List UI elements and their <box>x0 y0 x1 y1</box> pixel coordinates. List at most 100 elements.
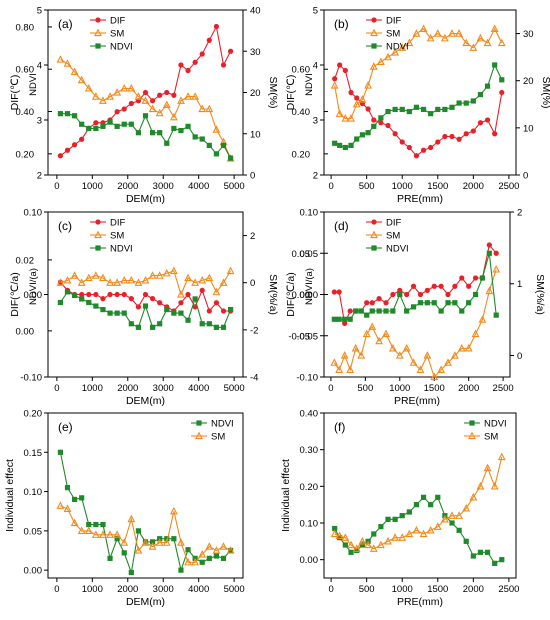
data-point-sm <box>485 286 494 295</box>
data-point-ndvi <box>185 547 191 553</box>
data-point-ndvi <box>371 123 377 129</box>
x-tick-label: 4000 <box>188 181 209 192</box>
data-point-dif <box>459 275 465 281</box>
data-point-sm <box>127 275 136 284</box>
inner-tick-label: 0.20 <box>16 149 35 160</box>
data-point-ndvi <box>378 524 384 530</box>
data-point-ndvi <box>342 542 348 548</box>
data-point-sm <box>455 511 464 519</box>
data-point-ndvi <box>463 100 469 106</box>
legend-label-sm: SM <box>386 231 400 242</box>
data-point-ndvi <box>348 549 354 555</box>
data-point-dif <box>220 308 227 314</box>
data-point-sm <box>212 546 221 554</box>
data-point-dif <box>178 300 184 306</box>
inner-axis-label: NDVI <box>28 73 39 96</box>
data-point-ndvi <box>413 104 420 110</box>
data-point-ndvi <box>100 306 106 313</box>
data-point-sm <box>177 290 185 298</box>
data-point-sm <box>155 108 164 117</box>
data-point-dif <box>390 291 396 298</box>
right-tick-label: 30 <box>250 47 261 58</box>
data-point-ndvi <box>492 62 498 68</box>
data-point-dif <box>428 144 434 151</box>
data-point-ndvi <box>397 291 403 298</box>
x-axis-label: PRE(mm) <box>394 395 440 407</box>
legend-label-ndvi: NDVI <box>110 42 133 53</box>
right-tick-label: 0 <box>523 171 528 182</box>
data-point-dif <box>399 139 405 145</box>
data-point-sm <box>395 351 404 359</box>
data-point-ndvi <box>121 550 127 556</box>
data-point-dif <box>378 120 384 126</box>
data-point-sm <box>212 287 221 296</box>
legend-marker-sm <box>94 230 102 239</box>
data-point-ndvi <box>354 547 360 554</box>
data-point-ndvi <box>142 303 149 309</box>
data-point-sm <box>391 48 400 56</box>
data-point-ndvi <box>449 520 455 526</box>
data-point-ndvi <box>417 300 424 306</box>
data-point-ndvi <box>348 142 354 148</box>
left-tick-label: 0.20 <box>24 409 43 420</box>
data-point-ndvi <box>456 527 462 533</box>
data-point-dif <box>220 62 227 68</box>
series-line-sm <box>60 505 231 563</box>
data-point-ndvi <box>86 521 92 528</box>
data-point-sm <box>398 43 407 51</box>
data-point-dif <box>79 136 85 142</box>
left-tick-label: 0.15 <box>24 448 43 459</box>
data-point-ndvi <box>359 132 365 138</box>
data-point-dif <box>342 320 348 326</box>
inner-tick-label: -0.05 <box>288 331 310 342</box>
x-tick-label: 2000 <box>458 383 479 394</box>
legend-label-ndvi: NDVI <box>484 419 507 430</box>
left-tick-label: 5 <box>313 6 318 17</box>
data-point-sm <box>364 540 372 549</box>
legend-marker-dif <box>371 219 377 225</box>
data-point-dif <box>93 291 99 298</box>
data-point-dif <box>337 62 343 68</box>
data-point-sm <box>419 529 428 538</box>
inner-tick-label: 0.60 <box>292 65 311 76</box>
right-axis-label: SM(%/a) <box>534 274 546 315</box>
data-point-ndvi <box>213 324 220 330</box>
x-tick-label: 2000 <box>463 181 484 192</box>
data-point-sm <box>127 83 136 92</box>
data-point-dif <box>57 153 64 159</box>
data-point-dif <box>435 139 441 145</box>
data-point-ndvi <box>164 140 170 146</box>
data-point-ndvi <box>435 494 441 500</box>
data-point-dif <box>417 291 424 298</box>
data-point-ndvi <box>431 300 437 306</box>
left-tick-label: 5 <box>37 6 42 17</box>
data-point-sm <box>56 501 65 509</box>
data-point-sm <box>471 329 480 338</box>
left-tick-label: 0.05 <box>24 526 43 537</box>
data-point-sm <box>490 481 499 490</box>
data-point-dif <box>213 300 220 306</box>
data-point-sm <box>219 278 228 286</box>
data-point-ndvi <box>149 324 156 330</box>
x-tick-label: 3000 <box>153 383 174 394</box>
data-point-sm <box>198 275 207 284</box>
inner-axis-label: NDVI/(a) <box>304 268 315 305</box>
data-point-sm <box>416 365 425 373</box>
data-point-sm <box>141 96 150 104</box>
legend-label-dif: DIF <box>386 16 402 27</box>
data-point-sm <box>184 273 192 282</box>
right-tick-label: 20 <box>523 76 534 87</box>
x-tick-label: 3000 <box>153 584 174 595</box>
data-point-ndvi <box>493 312 499 318</box>
data-point-dif <box>484 117 491 123</box>
data-point-sm <box>346 365 355 373</box>
left-tick-label: 0.10 <box>24 208 43 219</box>
data-point-sm <box>469 43 478 51</box>
data-point-ndvi <box>220 142 227 148</box>
left-tick-label: -0.05 <box>296 331 318 342</box>
data-point-dif <box>410 283 417 289</box>
x-tick-label: 1000 <box>82 181 103 192</box>
left-tick-label: 4 <box>313 61 318 72</box>
panel-a: 0 1000 2000 3000 4000 5000 DEM(m) 2 3 4 5 DIF(℃) 0.2… <box>9 6 279 206</box>
x-axis-label: DEM(m) <box>126 193 165 205</box>
